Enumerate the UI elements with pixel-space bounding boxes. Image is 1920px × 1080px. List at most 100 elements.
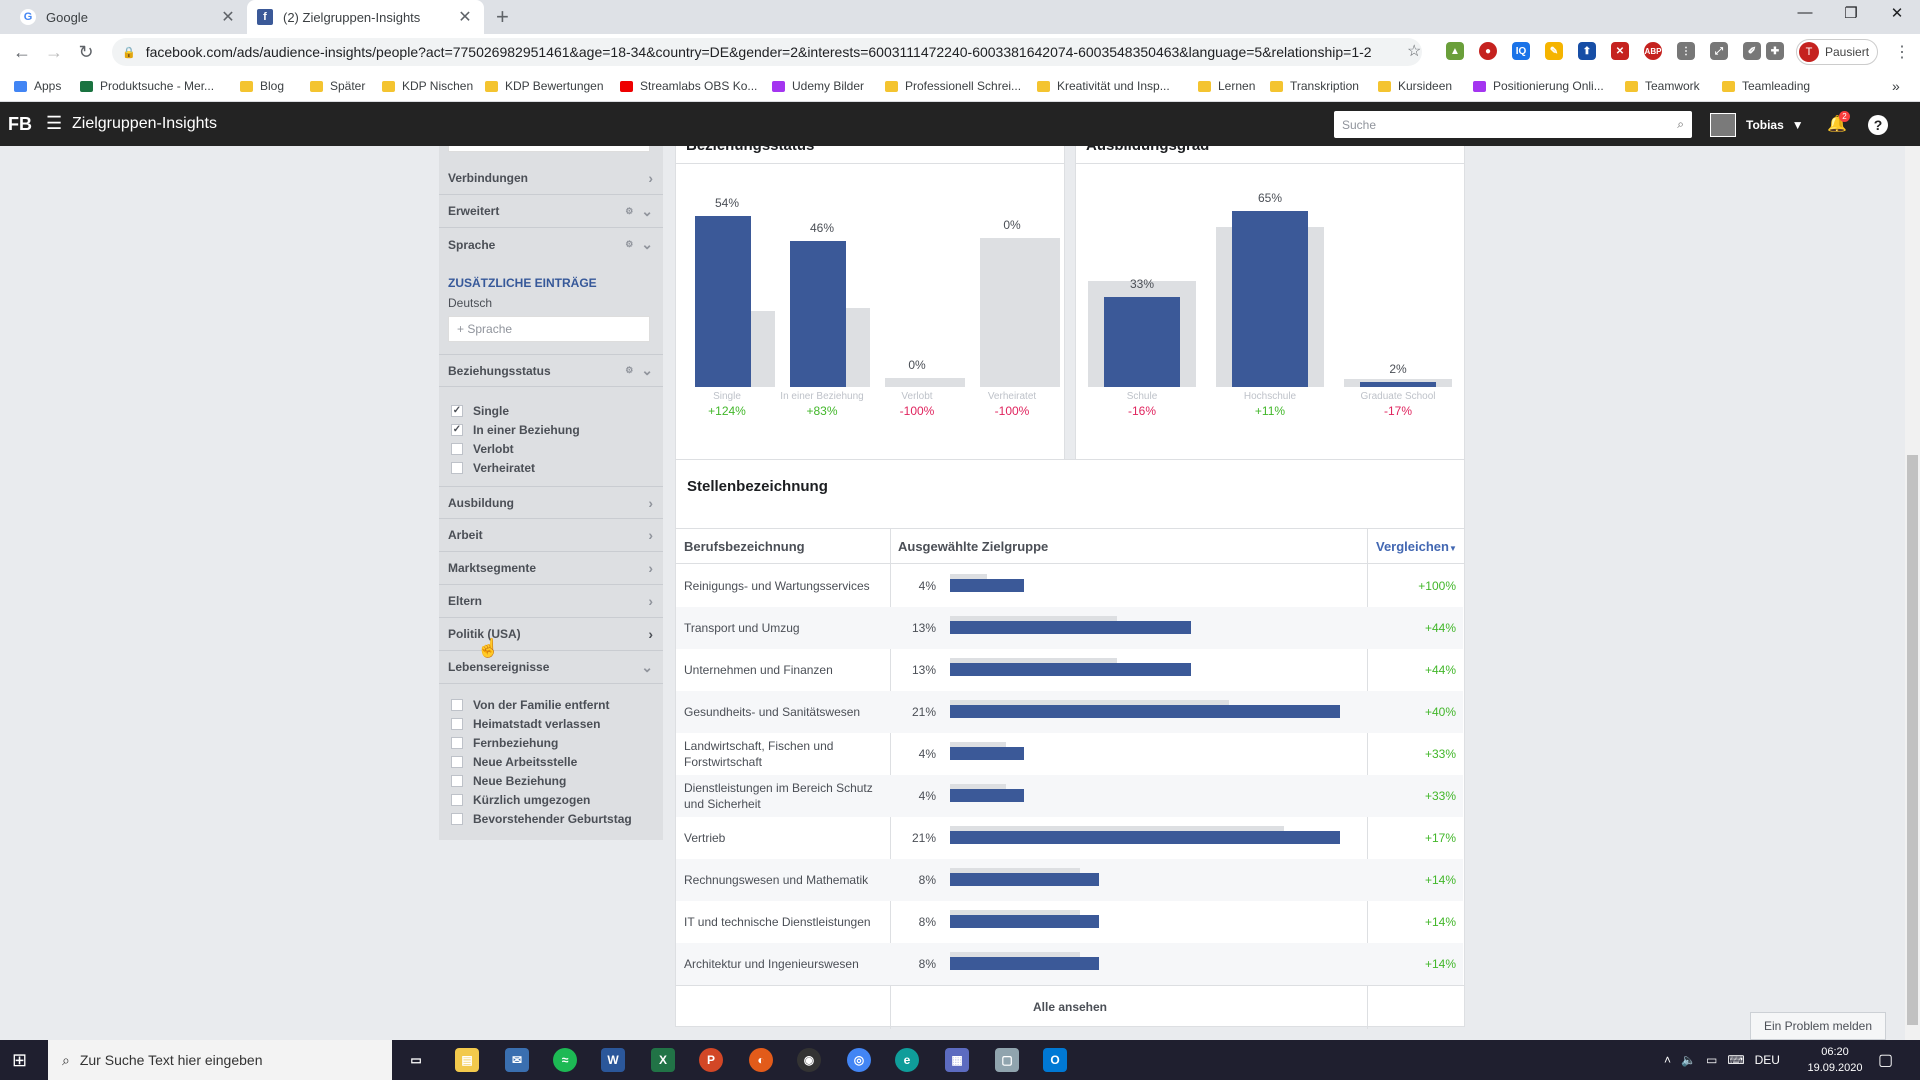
eyedropper-icon[interactable]: ✐ <box>1743 42 1761 60</box>
powerpoint-icon[interactable]: P <box>699 1048 723 1072</box>
checkbox-life-event[interactable]: Fernbeziehung <box>451 734 558 752</box>
checkbox-life-event[interactable]: Heimatstadt verlassen <box>451 715 600 733</box>
sidebar-item-lebensereignisse[interactable]: Lebensereignisse ⌄ <box>439 651 663 684</box>
close-window-icon[interactable]: ✕ <box>1890 5 1904 22</box>
audience-bar[interactable] <box>695 216 751 387</box>
taskbar-search-input[interactable]: ⌕ Zur Suche Text hier eingeben <box>48 1040 392 1080</box>
bookmark-item[interactable]: Lernen <box>1198 76 1255 96</box>
table-row[interactable]: IT und technische Dienstleistungen 8% +14% <box>676 901 1463 943</box>
fb-logo[interactable]: FB <box>8 114 32 134</box>
gear-icon[interactable]: ⚙ <box>625 205 634 216</box>
app-icon[interactable]: ▦ <box>945 1048 969 1072</box>
forward-icon[interactable]: → <box>45 42 63 62</box>
sidebar-item-ausbildung[interactable]: Ausbildung › <box>439 486 663 519</box>
minimize-icon[interactable]: — <box>1797 4 1813 21</box>
table-row[interactable]: Transport und Umzug 13% +44% <box>676 607 1463 649</box>
extension-icon[interactable]: ⬆ <box>1578 42 1596 60</box>
restore-icon[interactable]: ❐ <box>1844 5 1858 22</box>
close-tab-icon[interactable]: ✕ <box>221 9 235 26</box>
puzzle-icon[interactable]: ✚ <box>1766 42 1784 60</box>
extension-icon[interactable]: ✕ <box>1611 42 1629 60</box>
new-tab-icon[interactable]: + <box>496 4 509 29</box>
sidebar-item-erweitert[interactable]: Erweitert ⚙ ⌄ <box>439 195 663 228</box>
clock[interactable]: 06:20 19.09.2020 <box>1807 1046 1863 1074</box>
user-menu[interactable]: Tobias ▼ <box>1710 113 1804 137</box>
network-icon[interactable]: ▭ <box>1705 1053 1718 1067</box>
sidebar-item-beziehungsstatus[interactable]: Beziehungsstatus ⚙ ⌄ <box>439 354 663 387</box>
table-row[interactable]: Gesundheits- und Sanitätswesen 21% +40% <box>676 691 1463 733</box>
sidebar-item-arbeit[interactable]: Arbeit › <box>439 519 663 552</box>
bookmark-item[interactable]: Blog <box>240 76 284 96</box>
checkbox-verlobt[interactable]: Verlobt <box>451 440 514 458</box>
checkbox-checked[interactable]: ✓ <box>451 424 463 436</box>
table-row[interactable]: Rechnungswesen und Mathematik 8% +14% <box>676 859 1463 901</box>
close-tab-icon[interactable]: ✕ <box>458 9 472 26</box>
bookmark-item[interactable]: Transkription <box>1270 76 1359 96</box>
table-row[interactable]: Unternehmen und Finanzen 13% +44% <box>676 649 1463 691</box>
language-indicator[interactable]: DEU <box>1754 1053 1780 1067</box>
checkbox-single[interactable]: ✓ Single <box>451 402 509 420</box>
audience-bar[interactable] <box>790 241 846 387</box>
checkbox-unchecked[interactable] <box>451 699 463 711</box>
adblock-icon[interactable]: ABP <box>1644 42 1662 60</box>
checkbox-unchecked[interactable] <box>451 775 463 787</box>
bookmark-item[interactable]: Udemy Bilder <box>772 76 864 96</box>
excel-icon[interactable]: X <box>651 1048 675 1072</box>
extension-iq-icon[interactable]: IQ <box>1512 42 1530 60</box>
chrome-menu-icon[interactable]: ⋮ <box>1894 44 1910 61</box>
outlook-icon[interactable]: O <box>1043 1048 1067 1072</box>
notification-center-icon[interactable]: ▢ <box>1878 1052 1894 1069</box>
keyboard-icon[interactable]: ⌨ <box>1727 1053 1745 1067</box>
bookmark-item[interactable]: Streamlabs OBS Ko... <box>620 76 757 96</box>
sidebar-item-eltern[interactable]: Eltern › <box>439 585 663 618</box>
checkbox-unchecked[interactable] <box>451 737 463 749</box>
table-row[interactable]: Dienstleistungen im Bereich Schutz und S… <box>676 775 1463 817</box>
task-view-icon[interactable]: ▭ <box>410 1053 422 1067</box>
language-input[interactable]: + Sprache <box>448 316 650 342</box>
bookmark-star-icon[interactable]: ☆ <box>1407 43 1422 60</box>
spotify-icon[interactable]: ≈ <box>553 1048 577 1072</box>
scrollbar-thumb[interactable] <box>1907 455 1918 1025</box>
more-bookmarks-icon[interactable]: » <box>1892 78 1900 94</box>
word-icon[interactable]: W <box>601 1048 625 1072</box>
bookmark-item[interactable]: Später <box>310 76 365 96</box>
checkbox-life-event[interactable]: Neue Beziehung <box>451 772 566 790</box>
bookmark-item[interactable]: KDP Bewertungen <box>485 76 604 96</box>
checkbox-unchecked[interactable] <box>451 813 463 825</box>
checkbox-unchecked[interactable] <box>451 756 463 768</box>
extension-icon[interactable]: ▲ <box>1446 42 1464 60</box>
bookmark-item[interactable]: Produktsuche - Mer... <box>80 76 214 96</box>
column-header-job[interactable]: Berufsbezeichnung <box>684 539 805 554</box>
compare-dropdown[interactable]: Vergleichen▼ <box>1376 539 1457 554</box>
windows-start-icon[interactable]: ⊞ <box>12 1050 28 1070</box>
address-bar[interactable]: 🔒 facebook.com/ads/audience-insights/peo… <box>112 38 1422 66</box>
obs-icon[interactable]: ◉ <box>797 1048 821 1072</box>
checkbox-in-einer-beziehung[interactable]: ✓ In einer Beziehung <box>451 421 580 439</box>
audience-bar[interactable] <box>1104 297 1180 387</box>
checkbox-verheiratet[interactable]: Verheiratet <box>451 459 535 477</box>
extension-icon[interactable]: ● <box>1479 42 1497 60</box>
sidebar-item-verbindungen[interactable]: Verbindungen › <box>439 162 663 195</box>
checkbox-unchecked[interactable] <box>451 794 463 806</box>
table-row[interactable]: Reinigungs- und Wartungsservices 4% +100% <box>676 565 1463 607</box>
profile-button[interactable]: T Pausiert <box>1796 39 1878 65</box>
gear-icon[interactable]: ⚙ <box>625 239 634 249</box>
bookmark-item[interactable]: Kreativität und Insp... <box>1037 76 1170 96</box>
extension-icon[interactable]: ✎ <box>1545 42 1563 60</box>
chevron-up-icon[interactable]: ˄ <box>1664 1053 1672 1067</box>
app-icon[interactable]: ▢ <box>995 1048 1019 1072</box>
checkbox-checked[interactable]: ✓ <box>451 405 463 417</box>
gear-icon[interactable]: ⚙ <box>625 365 634 375</box>
audience-bar[interactable] <box>1360 381 1436 387</box>
bookmark-item[interactable]: Teamwork <box>1625 76 1700 96</box>
speaker-icon[interactable]: 🔈 <box>1681 1053 1696 1067</box>
extension-icon[interactable]: ⋮ <box>1677 42 1695 60</box>
edge-icon[interactable]: e <box>895 1048 919 1072</box>
app-icon[interactable]: ◐ <box>749 1048 773 1072</box>
browser-tab-google[interactable]: G Google ✕ <box>10 0 247 34</box>
bookmark-item[interactable]: Teamleading <box>1722 76 1810 96</box>
help-icon[interactable]: ? <box>1868 115 1888 135</box>
audience-bar[interactable] <box>1232 210 1308 387</box>
table-row[interactable]: Architektur und Ingenieurswesen 8% +14% <box>676 943 1463 985</box>
search-icon[interactable]: ⌕ <box>1677 117 1684 131</box>
